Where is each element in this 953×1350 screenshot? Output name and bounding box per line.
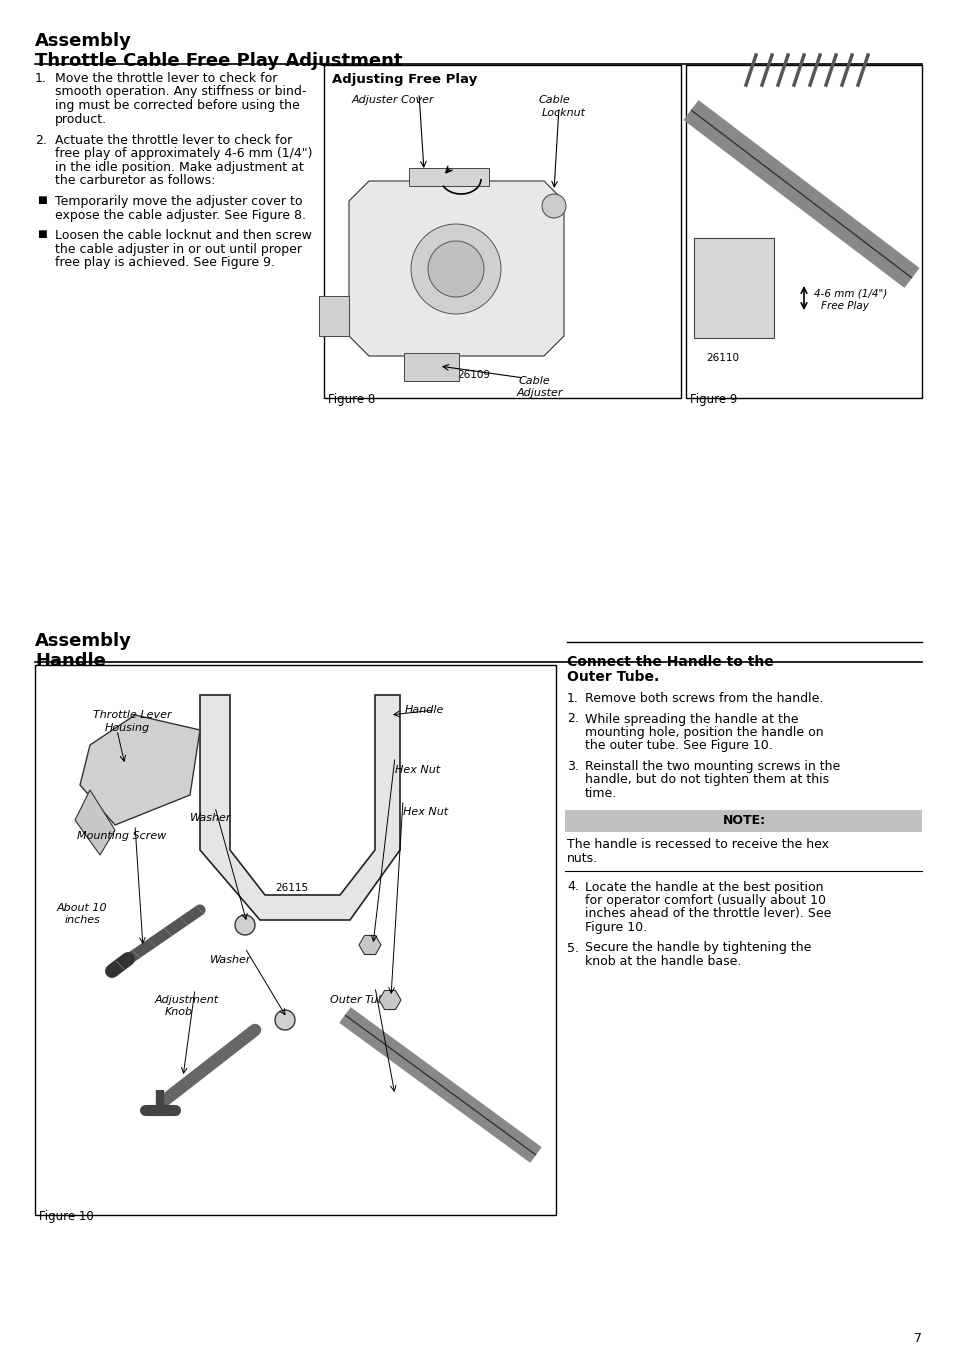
Text: 3.: 3. [566,760,578,774]
Polygon shape [349,181,563,356]
Text: smooth operation. Any stiffness or bind-: smooth operation. Any stiffness or bind- [55,85,306,99]
Bar [35,666,556,1215]
Polygon shape [75,790,115,855]
Text: Locknut: Locknut [541,108,585,117]
Text: knob at the handle base.: knob at the handle base. [584,954,740,968]
Text: Move the throttle lever to check for: Move the throttle lever to check for [55,72,277,85]
Text: Figure 8: Figure 8 [328,393,375,406]
Bar [693,238,773,338]
Text: Handle: Handle [405,705,444,716]
Text: Cable: Cable [538,95,570,105]
Text: Cable: Cable [518,377,550,386]
Text: the carburetor as follows:: the carburetor as follows: [55,174,215,188]
Text: free play is achieved. See Figure 9.: free play is achieved. See Figure 9. [55,256,274,269]
Text: the outer tube. See Figure 10.: the outer tube. See Figure 10. [584,740,772,752]
Text: time.: time. [584,787,617,801]
Text: 4.: 4. [566,880,578,894]
Text: Assembly: Assembly [35,632,132,649]
Text: 1.: 1. [566,693,578,705]
Circle shape [428,242,483,297]
Text: 26115: 26115 [274,883,308,892]
Text: 4-6 mm (1/4"): 4-6 mm (1/4") [813,288,886,298]
Text: Washer: Washer [210,954,252,965]
Polygon shape [378,991,400,1010]
Bar [403,352,458,381]
Text: Temporarily move the adjuster cover to: Temporarily move the adjuster cover to [55,194,302,208]
Polygon shape [200,695,399,919]
Bar [324,65,680,398]
Bar [685,65,921,398]
Text: Locate the handle at the best position: Locate the handle at the best position [584,880,822,894]
Circle shape [234,915,254,936]
Text: in the idle position. Make adjustment at: in the idle position. Make adjustment at [55,161,303,174]
Bar [409,167,489,186]
Text: for operator comfort (usually about 10: for operator comfort (usually about 10 [584,894,825,907]
Text: 1.: 1. [35,72,47,85]
Text: inches ahead of the throttle lever). See: inches ahead of the throttle lever). See [584,907,830,921]
Text: The handle is recessed to receive the hex: The handle is recessed to receive the he… [566,838,828,852]
Text: Connect the Handle to the: Connect the Handle to the [566,655,773,670]
Text: Outer Tube: Outer Tube [330,995,392,1004]
Circle shape [411,224,500,315]
Text: ing must be corrected before using the: ing must be corrected before using the [55,99,299,112]
Text: ■: ■ [37,230,47,239]
Text: Actuate the throttle lever to check for: Actuate the throttle lever to check for [55,134,292,147]
Text: 7: 7 [913,1332,921,1345]
Text: Adjuster Cover: Adjuster Cover [352,95,435,105]
Text: Adjusting Free Play: Adjusting Free Play [332,73,476,86]
Text: Throttle Cable Free Play Adjustment: Throttle Cable Free Play Adjustment [35,53,402,70]
Text: Hex Nut: Hex Nut [395,765,439,775]
Text: Adjustment: Adjustment [154,995,219,1004]
Bar [318,296,349,336]
Circle shape [274,1010,294,1030]
Text: 2.: 2. [35,134,47,147]
Text: Handle: Handle [35,652,106,670]
Text: Reinstall the two mounting screws in the: Reinstall the two mounting screws in the [584,760,840,774]
Polygon shape [358,936,380,954]
Text: Throttle Lever: Throttle Lever [92,710,172,720]
Text: Outer Tube.: Outer Tube. [566,670,659,684]
Text: inches: inches [65,915,101,925]
Polygon shape [80,716,200,825]
Text: Mounting Screw: Mounting Screw [77,832,166,841]
Text: Knob: Knob [165,1007,193,1017]
Text: While spreading the handle at the: While spreading the handle at the [584,713,798,725]
Text: Remove both screws from the handle.: Remove both screws from the handle. [584,693,822,705]
Text: 26109: 26109 [456,370,490,379]
Text: 26110: 26110 [705,352,739,363]
Text: mounting hole, position the handle on: mounting hole, position the handle on [584,726,822,738]
Text: Figure 10: Figure 10 [39,1210,93,1223]
Text: Washer: Washer [190,813,232,823]
Text: Free Play: Free Play [821,301,868,310]
Text: handle, but do not tighten them at this: handle, but do not tighten them at this [584,774,828,787]
Circle shape [541,194,565,217]
Text: free play of approximately 4-6 mm (1/4"): free play of approximately 4-6 mm (1/4") [55,147,313,161]
Text: Hex Nut: Hex Nut [402,807,448,817]
Text: nuts.: nuts. [566,852,598,865]
Text: Adjuster: Adjuster [517,387,563,398]
Text: Loosen the cable locknut and then screw: Loosen the cable locknut and then screw [55,230,312,242]
Bar [564,810,921,832]
Text: 2.: 2. [566,713,578,725]
Text: ■: ■ [37,194,47,205]
Text: Figure 9: Figure 9 [689,393,737,406]
Text: Housing: Housing [105,724,150,733]
Text: product.: product. [55,112,107,126]
Text: NOTE:: NOTE: [722,814,765,828]
Text: About 10: About 10 [57,903,108,913]
Text: Assembly: Assembly [35,32,132,50]
Text: 5.: 5. [566,941,578,954]
Text: expose the cable adjuster. See Figure 8.: expose the cable adjuster. See Figure 8. [55,208,306,221]
Text: Secure the handle by tightening the: Secure the handle by tightening the [584,941,810,954]
Text: the cable adjuster in or out until proper: the cable adjuster in or out until prope… [55,243,302,255]
Text: Figure 10.: Figure 10. [584,921,646,934]
